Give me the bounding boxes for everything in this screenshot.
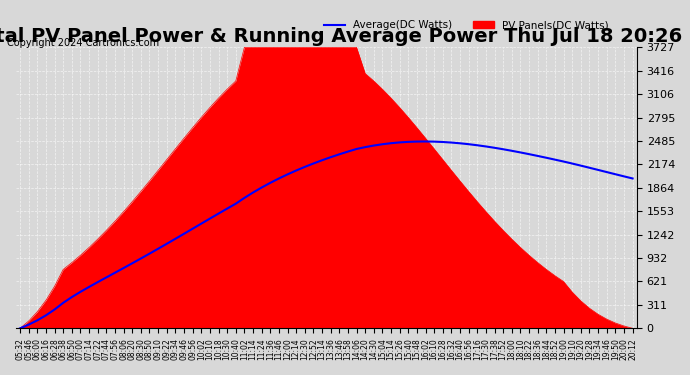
Title: Total PV Panel Power & Running Average Power Thu Jul 18 20:26: Total PV Panel Power & Running Average P… <box>0 27 682 46</box>
Text: Copyright 2024 Cartronics.com: Copyright 2024 Cartronics.com <box>7 38 159 48</box>
Legend: Average(DC Watts), PV Panels(DC Watts): Average(DC Watts), PV Panels(DC Watts) <box>319 16 613 34</box>
